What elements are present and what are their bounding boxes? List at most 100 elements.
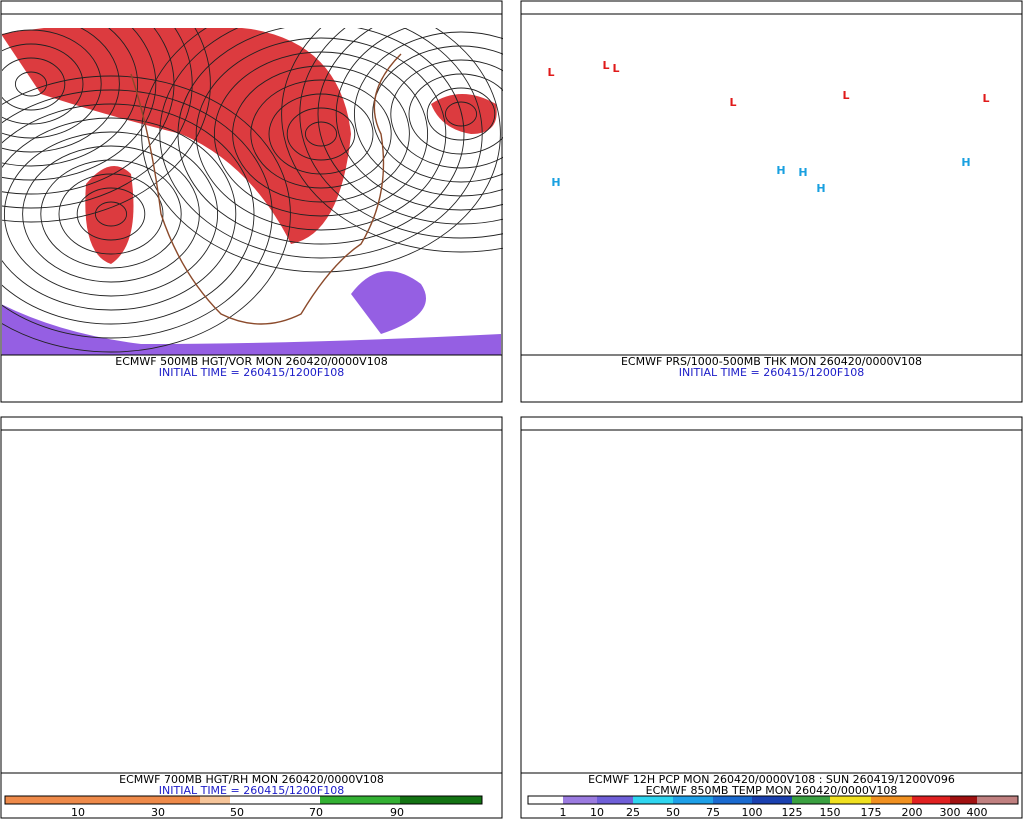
pressure-center: H: [961, 156, 970, 169]
colorbar-border: [527, 795, 1019, 805]
map-border: [520, 13, 1023, 356]
colorbar-label: 100: [742, 806, 763, 819]
contour: [2, 75, 291, 353]
panel: ECMWF 500MB HGT/VOR MON 260420/0000V108I…: [0, 0, 503, 403]
contour: [2, 28, 139, 167]
field-fill: [431, 94, 497, 134]
panel-frame: [520, 0, 1023, 403]
colorbar-label: 90: [390, 806, 404, 819]
pressure-center: H: [816, 182, 825, 195]
colorbar-segment: [320, 796, 400, 804]
contour: [2, 28, 157, 181]
colorbar-segment: [200, 796, 230, 804]
colorbar-segment: [528, 796, 563, 804]
contour: [426, 87, 496, 141]
colorbar-label: 1: [560, 806, 567, 819]
pressure-center: L: [602, 59, 609, 72]
colorbar-segment: [673, 796, 713, 804]
contour: [2, 103, 255, 325]
colorbar-segment: [792, 796, 830, 804]
contour: [2, 28, 175, 195]
colorbar-label: 50: [230, 806, 244, 819]
map-border: [0, 13, 503, 356]
colorbar-label: 25: [626, 806, 640, 819]
contour: [2, 117, 237, 311]
panel-frame: [520, 416, 1023, 819]
contour: [2, 29, 102, 139]
contour: [2, 28, 193, 209]
colorbar-segment: [752, 796, 792, 804]
coastline: [130, 53, 402, 325]
contour: [3, 131, 219, 297]
caption: ECMWF 12H PCP MON 260420/0000V108 : SUN …: [588, 773, 955, 786]
pressure-center: H: [551, 176, 560, 189]
colorbar-segment: [400, 796, 482, 804]
caption: ECMWF 700MB HGT/RH MON 260420/0000V108: [119, 773, 384, 786]
contour: [232, 65, 410, 203]
panel: ECMWF 12H PCP MON 260420/0000V108 : SUN …: [520, 416, 1023, 819]
colorbar-segment: [912, 796, 950, 804]
contour: [268, 93, 374, 175]
contour: [14, 71, 48, 97]
colorbar-segment: [830, 796, 871, 804]
subcaption: INITIAL TIME = 260415/1200F108: [679, 366, 864, 379]
caption: ECMWF PRS/1000-500MB THK MON 260420/0000…: [621, 355, 922, 368]
colorbar-label: 30: [151, 806, 165, 819]
contour: [2, 43, 84, 125]
colorbar-segment: [950, 796, 977, 804]
contour: [317, 28, 503, 225]
pressure-center: L: [982, 92, 989, 105]
pressure-center: H: [798, 166, 807, 179]
contour: [2, 57, 66, 111]
contour: [94, 201, 128, 227]
colorbar-label: 200: [902, 806, 923, 819]
contour: [22, 145, 200, 283]
panel: ECMWF 700MB HGT/RH MON 260420/0000V108IN…: [0, 416, 503, 819]
pressure-center: L: [612, 62, 619, 75]
subcaption: ECMWF 850MB TEMP MON 260420/0000V108: [646, 784, 898, 797]
colorbar-label: 175: [861, 806, 882, 819]
colorbar-segment: [563, 796, 597, 804]
contour: [390, 59, 503, 169]
colorbar-label: 300: [940, 806, 961, 819]
colorbar-segment: [633, 796, 673, 804]
contour: [141, 28, 501, 273]
colorbar-label: 70: [309, 806, 323, 819]
caption: ECMWF 500MB HGT/VOR MON 260420/0000V108: [115, 355, 387, 368]
contour: [353, 31, 503, 197]
contour: [250, 79, 392, 189]
contour: [335, 28, 503, 211]
field-fill: [351, 271, 426, 334]
colorbar-label: 75: [706, 806, 720, 819]
pressure-center: L: [842, 89, 849, 102]
pressure-center: L: [729, 96, 736, 109]
map-border: [520, 429, 1023, 774]
colorbar-label: 400: [967, 806, 988, 819]
contour: [58, 173, 164, 255]
colorbar-label: 10: [590, 806, 604, 819]
map-border: [0, 429, 503, 774]
contour: [2, 89, 273, 339]
colorbar-border: [4, 795, 483, 805]
contour: [286, 107, 356, 161]
colorbar-segment: [5, 796, 200, 804]
panel-frame: [0, 416, 503, 819]
contour: [372, 45, 503, 183]
contour: [281, 28, 503, 253]
pressure-center: L: [547, 66, 554, 79]
colorbar-segment: [597, 796, 633, 804]
map: [2, 28, 503, 355]
colorbar-label: 125: [782, 806, 803, 819]
contour: [444, 101, 478, 127]
contour: [40, 159, 182, 269]
colorbar-label: 50: [666, 806, 680, 819]
contour: [76, 187, 146, 241]
contour: [304, 121, 338, 147]
subcaption: INITIAL TIME = 260415/1200F108: [159, 784, 344, 797]
colorbar-segment: [871, 796, 912, 804]
contour: [195, 37, 447, 231]
colorbar-label: 150: [820, 806, 841, 819]
pressure-center: H: [776, 164, 785, 177]
contour: [408, 73, 503, 155]
